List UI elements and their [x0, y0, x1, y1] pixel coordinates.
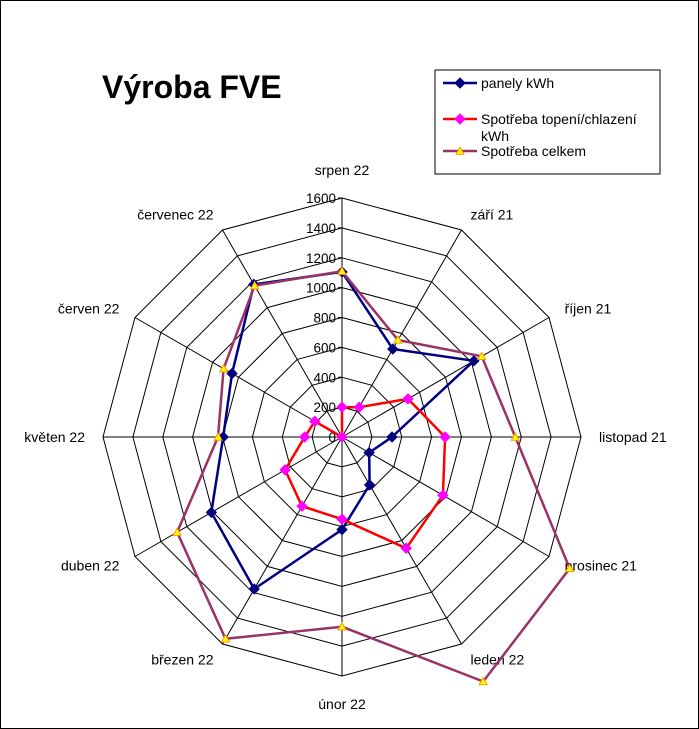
category-label: srpen 22	[315, 162, 370, 178]
data-point	[336, 523, 348, 536]
radial-tick-label: 1600	[306, 191, 336, 206]
legend-marker	[454, 113, 466, 125]
radial-tick-labels: 0 200 400 600 800 1000 1200 1400 1600	[306, 191, 342, 445]
legend-label: panely kWh	[481, 75, 554, 91]
legend-label: Spotřeba topení/chlazení kWh	[481, 111, 637, 144]
radial-tick-label: 1200	[306, 251, 336, 266]
legend-marker	[454, 77, 466, 89]
radial-tick-label: 1000	[306, 281, 336, 296]
radial-tick-label: 400	[313, 370, 336, 385]
data-point	[336, 401, 348, 413]
data-point	[437, 489, 449, 501]
radar-spoke	[134, 436, 343, 557]
data-point	[476, 351, 487, 361]
radial-tick-label: 1400	[306, 221, 336, 236]
data-point	[478, 676, 489, 686]
data-point	[220, 633, 231, 643]
radial-tick-label: 0	[328, 430, 336, 445]
data-point	[249, 280, 260, 290]
category-label: prosinec 21	[565, 558, 638, 574]
data-point	[296, 500, 308, 512]
data-point	[363, 446, 375, 459]
data-point	[564, 563, 575, 573]
category-label: červenec 22	[137, 206, 213, 222]
data-point	[468, 355, 480, 367]
data-point	[309, 415, 321, 428]
radial-tick-label: 600	[313, 340, 336, 355]
series-line	[283, 397, 447, 550]
data-point	[386, 431, 398, 443]
radar-spoke	[222, 229, 343, 438]
chart-title: Výroba FVE	[102, 69, 282, 105]
data-point	[213, 431, 223, 441]
data-point	[393, 334, 403, 344]
data-point	[279, 464, 291, 476]
data-point	[298, 431, 311, 443]
data-point	[400, 542, 412, 554]
data-point	[205, 506, 218, 519]
radial-tick-label: 800	[313, 311, 336, 326]
legend-label: Spotřeba celkem	[481, 143, 586, 159]
data-point	[218, 363, 229, 373]
category-label: listopad 21	[599, 429, 667, 445]
data-point	[248, 583, 260, 595]
data-point	[510, 431, 521, 441]
category-label: leden 22	[471, 652, 525, 668]
radar-spoke	[222, 436, 343, 645]
data-point	[402, 393, 414, 405]
radar-spoke	[341, 229, 462, 438]
category-label: duben 22	[61, 558, 120, 574]
series-layer	[172, 266, 575, 686]
data-point	[337, 266, 347, 275]
legend-box	[434, 69, 661, 175]
data-point	[336, 431, 348, 443]
series-3	[172, 266, 575, 686]
data-point	[226, 367, 238, 380]
category-label: únor 22	[318, 696, 366, 712]
radar-spoke	[134, 317, 343, 438]
data-point	[337, 621, 347, 631]
category-labels: srpen 22 září 21 říjen 21 listopad 21 prosin…	[24, 162, 667, 712]
legend-marker	[455, 145, 465, 155]
category-label: září 21	[471, 206, 514, 222]
category-label: říjen 21	[565, 301, 612, 317]
data-point	[336, 513, 348, 525]
category-label: březen 22	[151, 652, 213, 668]
data-point	[439, 431, 451, 443]
data-point	[172, 527, 182, 536]
data-point	[363, 479, 376, 491]
radar-spoke	[341, 436, 462, 645]
legend: panely kWh Spotřeba topení/chlazení kWhSpo…	[434, 69, 661, 175]
category-label: červen 22	[58, 301, 120, 317]
series-2	[279, 393, 451, 554]
radar-spoke	[341, 317, 550, 438]
data-point	[387, 343, 399, 355]
data-point	[353, 401, 365, 413]
category-label: květen 22	[24, 429, 85, 445]
radial-tick-label: 200	[313, 400, 336, 415]
